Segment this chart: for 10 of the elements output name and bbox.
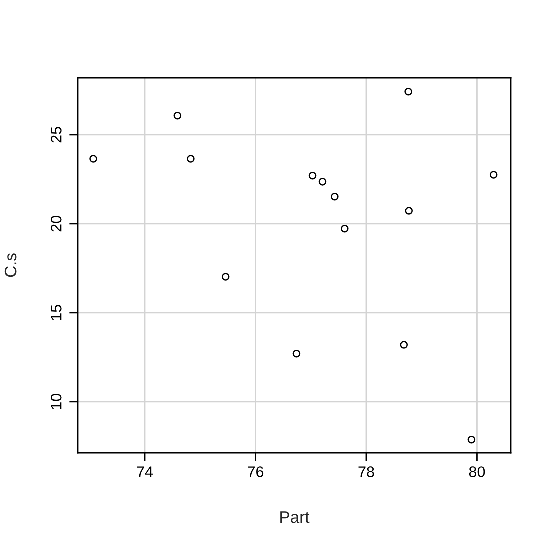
y-tick-label: 10 xyxy=(50,394,62,410)
x-tick-label: 80 xyxy=(469,466,486,478)
y-axis-title: C.s xyxy=(4,254,17,278)
x-axis-title: Part xyxy=(280,512,310,524)
y-tick-label: 15 xyxy=(51,305,62,320)
y-tick-label: 20 xyxy=(50,216,62,232)
x-tick-label: 76 xyxy=(248,466,264,478)
x-tick-label: 74 xyxy=(137,466,154,478)
x-tick-label: 78 xyxy=(358,466,374,478)
y-tick-label: 25 xyxy=(50,127,62,143)
